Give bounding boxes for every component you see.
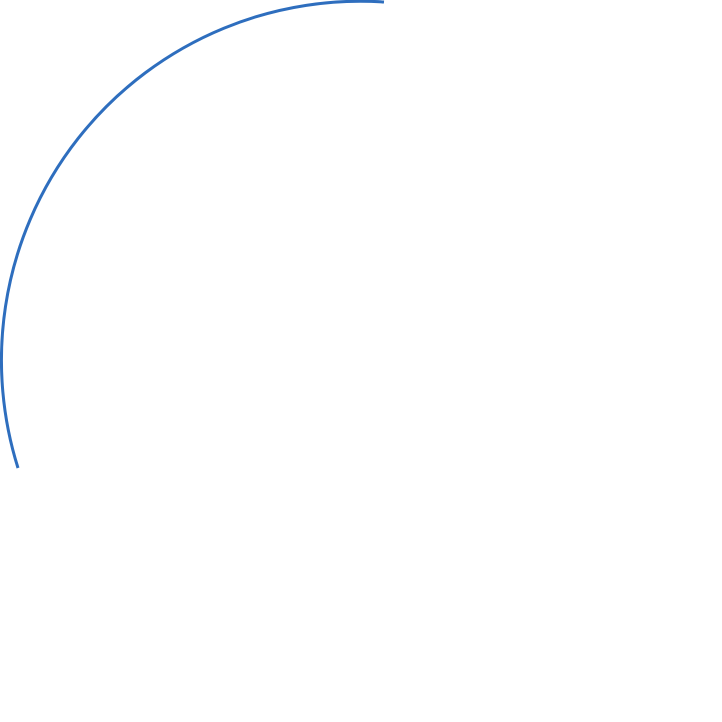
arc-shape[interactable] (0, 0, 385, 469)
